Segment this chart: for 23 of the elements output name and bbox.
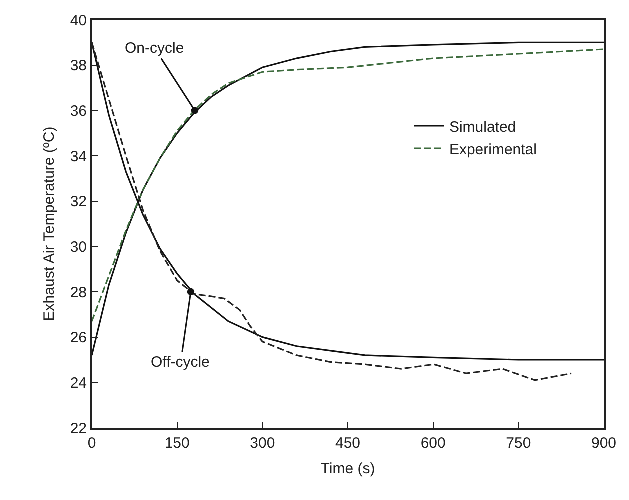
x-tick-label: 150 [164,435,190,452]
y-tick-label: 24 [70,374,87,392]
y-tick-label: 36 [70,102,87,120]
x-axis-title: Time (s) [320,460,376,478]
y-tick-label: 38 [70,58,87,75]
x-tick-label: 600 [420,435,446,452]
x-tick-label: 0 [88,435,96,452]
x-tick-label: 300 [250,435,276,452]
y-tick-label: 22 [70,420,87,438]
y-tick-label: 32 [70,194,87,211]
x-tick-label: 900 [591,435,617,452]
legend-label: Experimental [449,141,537,158]
y-tick-label: 30 [70,238,87,256]
y-tick-label: 28 [70,284,87,302]
x-tick-label: 450 [335,435,361,452]
x-tick-label: 750 [506,435,532,452]
annotation: On-cycle [125,40,184,57]
y-tick-label: 34 [70,148,87,166]
annotation: Off-cycle [151,354,210,371]
legend-label: Simulated [449,118,516,136]
y-tick-label: 26 [70,330,87,347]
y-axis-title: Exhaust Air Temperature (ºC) [41,126,58,322]
y-tick-label: 40 [70,12,87,30]
